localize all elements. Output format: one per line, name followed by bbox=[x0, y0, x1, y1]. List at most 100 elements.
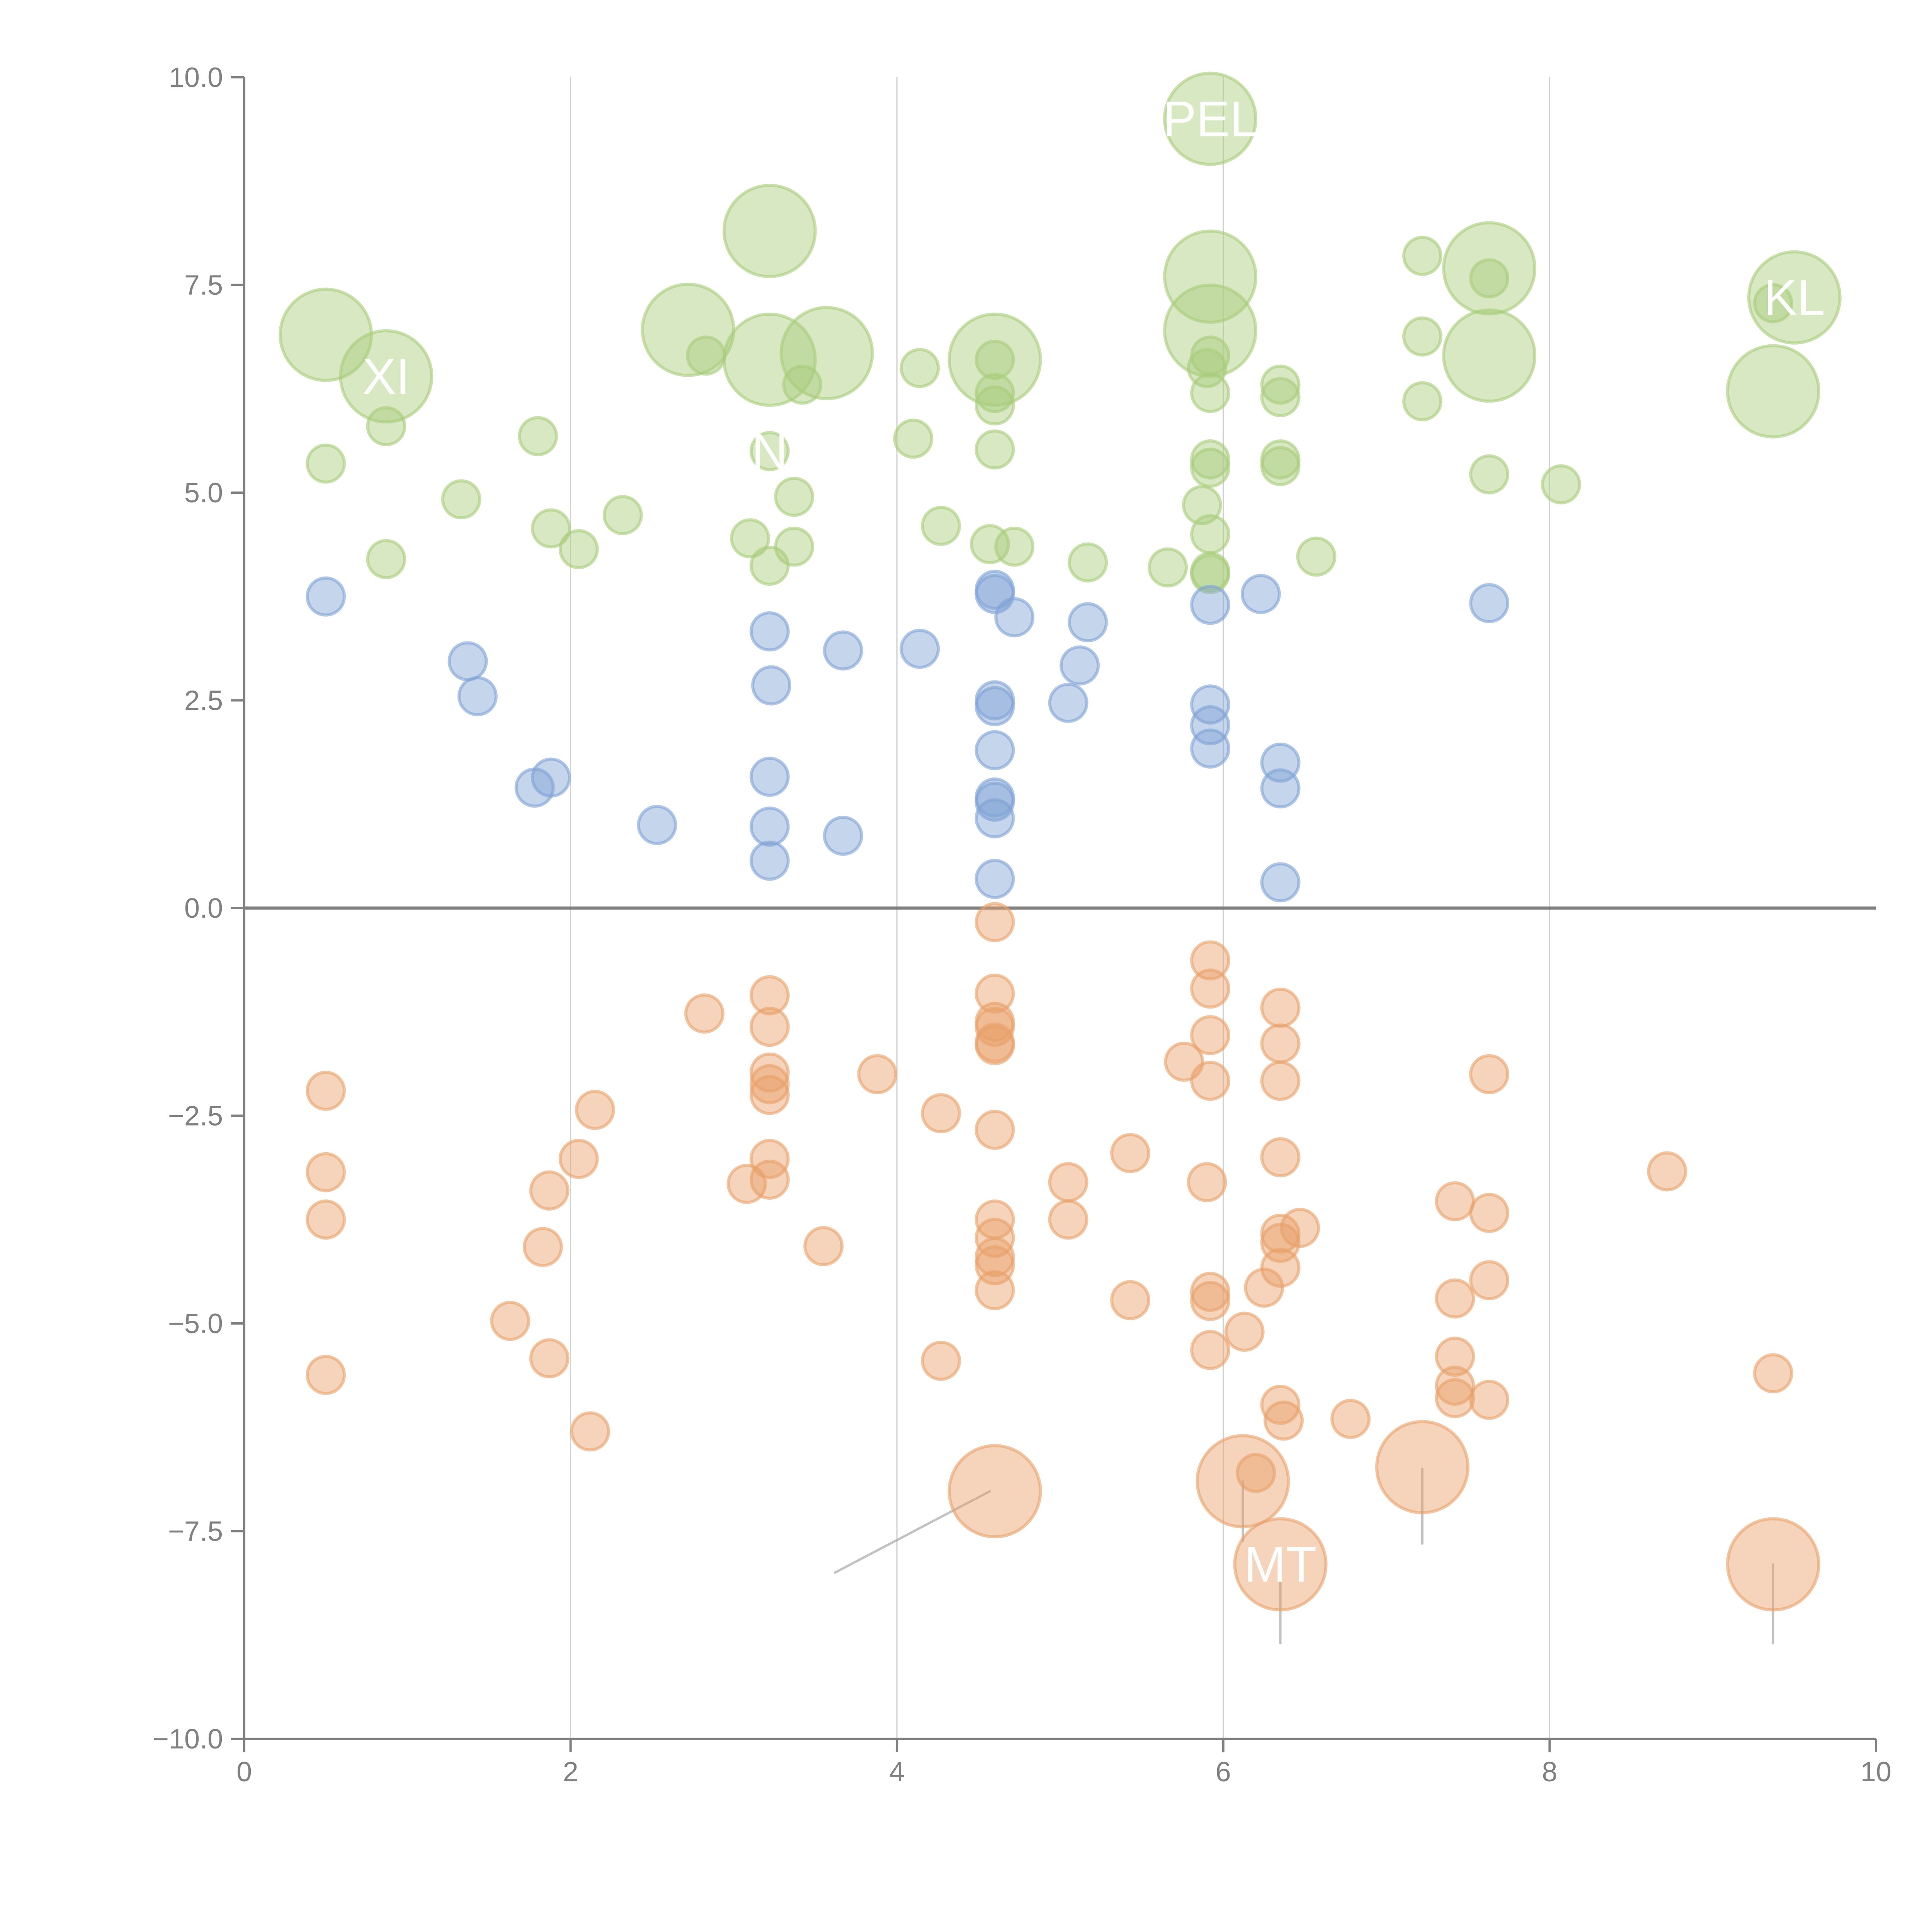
orange-bubble bbox=[529, 1170, 570, 1211]
green-bubble bbox=[921, 506, 961, 546]
orange-bubble bbox=[1435, 1366, 1475, 1406]
orange-bubble bbox=[1190, 1061, 1231, 1101]
orange-bubble bbox=[975, 973, 1015, 1014]
x-tick-label: 2 bbox=[563, 1757, 578, 1787]
leader-lines bbox=[833, 1468, 1774, 1645]
green-bubble bbox=[1726, 344, 1820, 439]
blue-bubble bbox=[531, 757, 571, 798]
green-bubble bbox=[306, 443, 346, 484]
orange-bubble bbox=[975, 1025, 1015, 1065]
green-bubble bbox=[975, 373, 1015, 413]
green-bubble bbox=[339, 329, 434, 423]
blue-bubble bbox=[1068, 602, 1108, 643]
orange-bubble bbox=[1110, 1280, 1151, 1320]
leader-line bbox=[833, 1490, 991, 1574]
green-bubble bbox=[686, 335, 726, 376]
orange-bubble bbox=[749, 1007, 790, 1047]
blue-bubble bbox=[1048, 682, 1088, 723]
green-bubble bbox=[730, 518, 770, 559]
x-tick-label: 6 bbox=[1216, 1757, 1231, 1787]
green-bubble bbox=[1260, 364, 1301, 405]
blue-bubble bbox=[749, 757, 790, 797]
y-tick-label: −10.0 bbox=[153, 1724, 223, 1755]
orange-bubble bbox=[306, 1071, 346, 1111]
orange-bubble bbox=[749, 1052, 790, 1093]
orange-bubble bbox=[1190, 968, 1231, 1009]
y-tick-label: 5.0 bbox=[184, 478, 223, 509]
orange-bubble bbox=[1260, 1384, 1301, 1425]
orange-bubble bbox=[570, 1411, 611, 1452]
y-tick-label: −2.5 bbox=[168, 1101, 223, 1132]
green-bubble bbox=[1148, 547, 1188, 588]
orange-bubble bbox=[1190, 940, 1231, 981]
orange-bubble bbox=[749, 975, 790, 1015]
x-ticks: 0 2 4 6 8 10 bbox=[236, 1739, 1891, 1787]
green-bubble bbox=[1442, 221, 1537, 316]
orange-bubble bbox=[522, 1227, 563, 1267]
orange-bubble bbox=[575, 1090, 615, 1130]
blue-bubble bbox=[1260, 862, 1301, 903]
orange-bubble bbox=[975, 1110, 1015, 1150]
orange-bubble bbox=[1753, 1353, 1793, 1393]
green-bubble bbox=[722, 184, 817, 278]
axes bbox=[243, 77, 1876, 1740]
orange-bubble bbox=[921, 1340, 961, 1381]
x-tick-label: 4 bbox=[889, 1757, 905, 1787]
blue-bubble bbox=[1060, 645, 1100, 686]
green-bubble bbox=[1068, 542, 1108, 583]
green-bubble bbox=[975, 385, 1015, 426]
blue-bubble bbox=[1240, 574, 1281, 614]
orange-bubble bbox=[975, 1270, 1015, 1310]
blue-bubble bbox=[975, 730, 1015, 770]
blue-bubble bbox=[749, 840, 790, 881]
orange-bubble bbox=[1435, 1378, 1475, 1418]
green-bubble bbox=[1163, 71, 1258, 166]
bubbles bbox=[279, 71, 1842, 1612]
orange-bubble bbox=[1190, 1015, 1231, 1055]
blue-bubble bbox=[975, 859, 1015, 899]
y-tick-label: −7.5 bbox=[168, 1516, 223, 1547]
green-bubble bbox=[602, 495, 643, 536]
blue-bubble bbox=[1190, 684, 1231, 725]
orange-bubble bbox=[1330, 1399, 1371, 1439]
blue-bubble bbox=[823, 815, 863, 856]
green-bubble bbox=[1402, 236, 1443, 276]
orange-bubble bbox=[1190, 1272, 1231, 1312]
blue-bubble bbox=[1190, 728, 1231, 769]
green-bubble bbox=[1469, 258, 1510, 299]
orange-bubble bbox=[1260, 1023, 1301, 1064]
orange-bubble bbox=[1187, 1162, 1227, 1202]
blue-bubble bbox=[306, 576, 346, 617]
orange-bubble bbox=[1435, 1278, 1475, 1319]
green-bubble bbox=[558, 529, 599, 570]
orange-bubble bbox=[1110, 1133, 1151, 1173]
green-bubble bbox=[749, 546, 790, 586]
orange-bubble bbox=[1260, 988, 1301, 1028]
orange-bubble bbox=[1260, 1247, 1301, 1288]
bubble-labels: XI N PEL KL MT bbox=[362, 91, 1825, 1593]
blue-bubble bbox=[994, 597, 1035, 638]
orange-bubble bbox=[1435, 1337, 1475, 1377]
blue-bubble bbox=[637, 805, 677, 845]
green-bubble bbox=[779, 306, 874, 400]
y-ticks: −10.0 −7.5 −5.0 −2.5 0.0 2.5 5.0 7.5 10.0 bbox=[153, 62, 244, 1755]
green-bubble bbox=[1260, 446, 1301, 486]
blue-bubble bbox=[749, 806, 790, 847]
bubble-label: N bbox=[752, 423, 788, 480]
blue-bubble bbox=[975, 686, 1015, 726]
orange-bubble bbox=[1233, 1517, 1328, 1612]
orange-bubble bbox=[1048, 1199, 1088, 1240]
bubble-label: XI bbox=[362, 348, 410, 405]
x-tick-label: 8 bbox=[1542, 1757, 1557, 1787]
orange-bubble bbox=[1190, 1281, 1231, 1321]
bubble-label: PEL bbox=[1163, 91, 1258, 147]
green-bubble bbox=[1190, 447, 1231, 488]
orange-bubble bbox=[1469, 1260, 1510, 1301]
green-bubble bbox=[1402, 381, 1443, 422]
green-bubble bbox=[1190, 514, 1231, 554]
blue-bubble bbox=[749, 611, 790, 652]
orange-bubble bbox=[1260, 1137, 1301, 1177]
orange-bubble bbox=[749, 1160, 790, 1200]
orange-bubble bbox=[1260, 1061, 1301, 1101]
orange-bubble bbox=[1647, 1151, 1687, 1192]
